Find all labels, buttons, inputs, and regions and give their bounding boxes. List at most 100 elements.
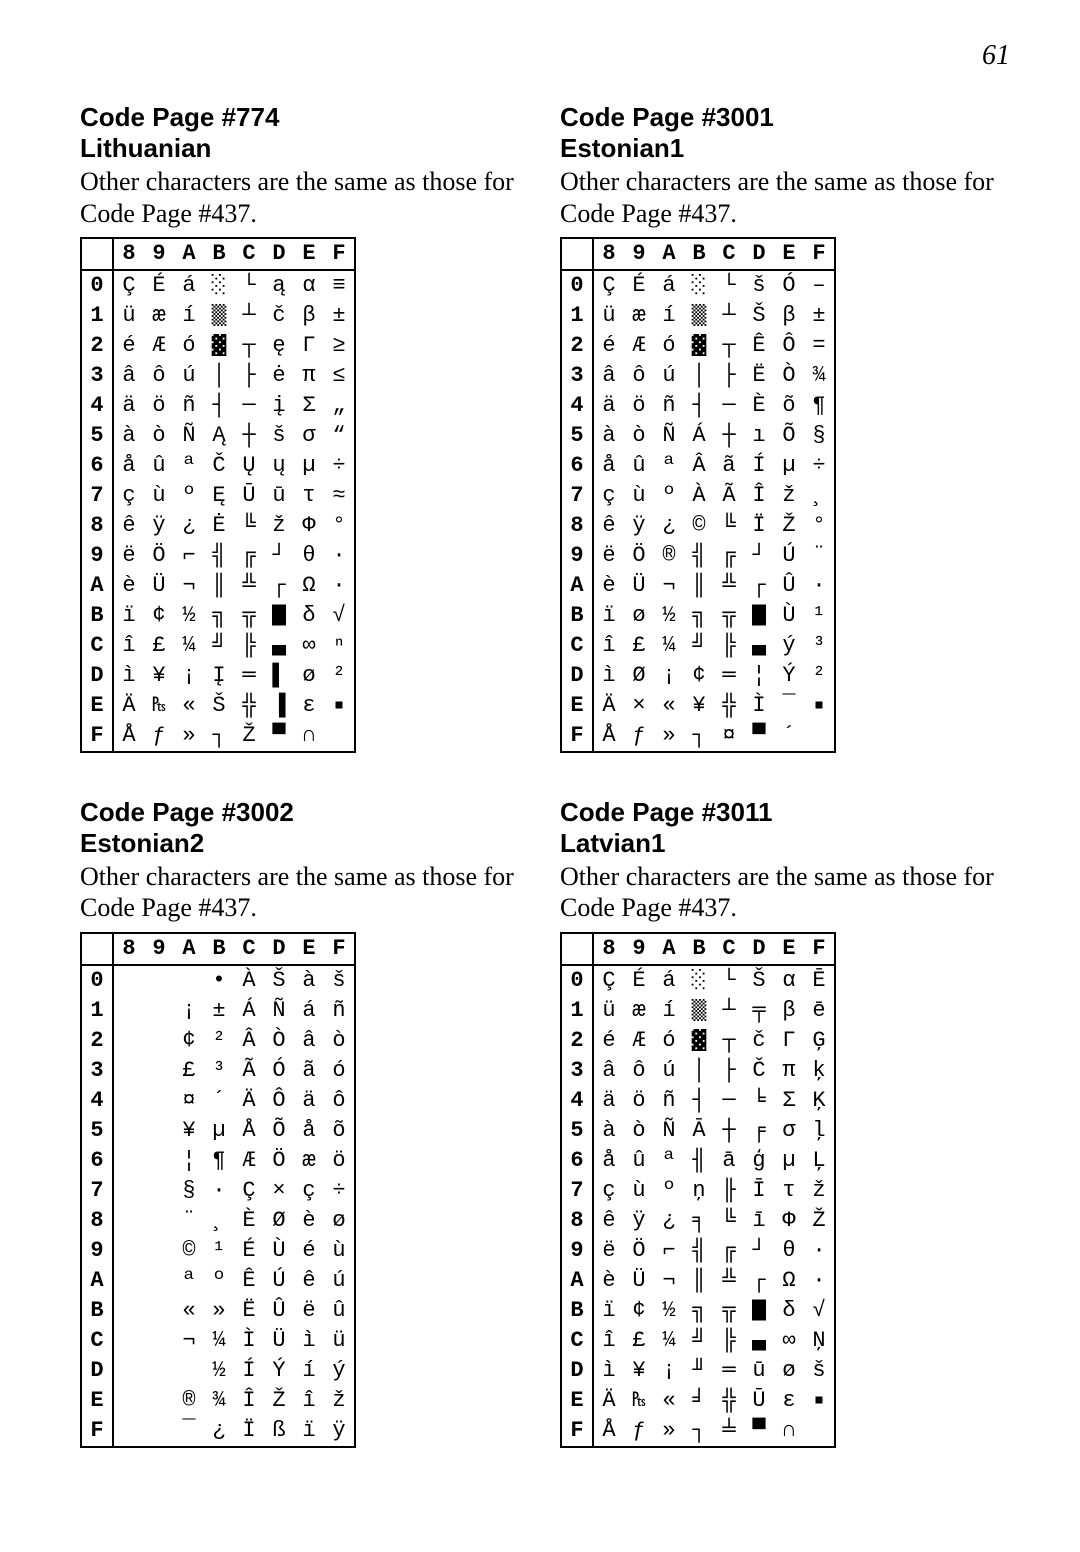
glyph-cell: ¾: [204, 1386, 234, 1416]
glyph-cell: ∞: [294, 631, 324, 661]
glyph-cell: [204, 301, 234, 331]
glyph-cell: ú: [654, 361, 684, 391]
glyph-cell: ä: [593, 391, 624, 421]
glyph-cell: ·: [804, 571, 835, 601]
glyph-cell: í: [654, 301, 684, 331]
row-header: 2: [561, 1026, 593, 1056]
glyph-cell: ¼: [174, 631, 204, 661]
glyph-cell: µ: [774, 1146, 804, 1176]
glyph-cell: Ū: [744, 1386, 774, 1416]
glyph-cell: Í: [234, 1356, 264, 1386]
glyph-cell: ø: [774, 1356, 804, 1386]
glyph-cell: ½: [654, 601, 684, 631]
glyph-cell: Ó: [774, 270, 804, 301]
glyph-cell: Ñ: [654, 1116, 684, 1146]
glyph-cell: ï: [593, 601, 624, 631]
glyph-cell: ┼: [714, 421, 744, 451]
glyph-cell: ┬: [714, 331, 744, 361]
row-header: 4: [561, 1086, 593, 1116]
glyph-cell: ─: [714, 1086, 744, 1116]
row-header: 2: [561, 331, 593, 361]
glyph-cell: ·: [324, 571, 355, 601]
glyph-cell: α: [294, 270, 324, 301]
glyph-cell: Ž: [774, 511, 804, 541]
glyph-cell: ©: [684, 511, 714, 541]
glyph-cell: ù: [324, 1236, 355, 1266]
glyph-cell: [113, 1296, 144, 1326]
glyph-cell: Č: [204, 451, 234, 481]
glyph-cell: ╦: [714, 601, 744, 631]
section-note-3011: Other characters are the same as those f…: [560, 861, 1000, 923]
glyph-cell: ö: [144, 391, 174, 421]
glyph-cell: ╔: [714, 1236, 744, 1266]
glyph-cell: ª: [654, 1146, 684, 1176]
glyph-cell: β: [774, 996, 804, 1026]
glyph-cell: ï: [294, 1416, 324, 1447]
col-header: A: [174, 238, 204, 270]
glyph-cell: Î: [234, 1386, 264, 1416]
glyph-cell: ┐: [684, 721, 714, 752]
glyph-cell: ─: [714, 391, 744, 421]
row-header: 7: [561, 481, 593, 511]
glyph-cell: ç: [593, 481, 624, 511]
glyph-cell: ü: [113, 301, 144, 331]
title-line1: Code Page #3001: [560, 102, 774, 132]
glyph-cell: è: [294, 1206, 324, 1236]
glyph-cell: [113, 1386, 144, 1416]
section-3011: Code Page #3011 Latvian1 Other character…: [560, 797, 1000, 1448]
row-header: 7: [561, 1176, 593, 1206]
glyph-cell: Ç: [593, 270, 624, 301]
glyph-cell: ε: [294, 691, 324, 721]
glyph-cell: Ē: [804, 965, 835, 996]
glyph-cell: ║: [684, 571, 714, 601]
glyph-cell: ¡: [654, 661, 684, 691]
glyph-cell: ¼: [654, 1326, 684, 1356]
glyph-cell: ╝: [684, 1326, 714, 1356]
glyph-cell: ¾: [804, 361, 835, 391]
glyph-cell: ¡: [174, 661, 204, 691]
glyph-cell: [113, 1176, 144, 1206]
glyph-cell: î: [593, 1326, 624, 1356]
glyph-cell: É: [624, 270, 654, 301]
glyph-cell: ∩: [774, 1416, 804, 1447]
row-header: 5: [561, 421, 593, 451]
glyph-cell: └: [714, 270, 744, 301]
glyph-cell: [113, 1146, 144, 1176]
section-note-3001: Other characters are the same as those f…: [560, 166, 1000, 228]
glyph-cell: ╢: [684, 1146, 714, 1176]
glyph-cell: ū: [744, 1356, 774, 1386]
glyph-cell: ó: [654, 1026, 684, 1056]
section-note-774: Other characters are the same as those f…: [80, 166, 520, 228]
glyph-cell: Å: [113, 721, 144, 752]
row-header: A: [561, 1266, 593, 1296]
row-header: B: [81, 601, 113, 631]
glyph-cell: ╗: [684, 601, 714, 631]
glyph-cell: Ä: [113, 691, 144, 721]
glyph-cell: ç: [593, 1176, 624, 1206]
glyph-cell: ´: [204, 1086, 234, 1116]
glyph-cell: è: [593, 571, 624, 601]
glyph-cell: ì: [113, 661, 144, 691]
glyph-cell: «: [174, 1296, 204, 1326]
row-header: C: [81, 1326, 113, 1356]
glyph-cell: ½: [654, 1296, 684, 1326]
row-header: 6: [81, 451, 113, 481]
glyph-cell: À: [234, 965, 264, 996]
glyph-cell: Ô: [774, 331, 804, 361]
glyph-cell: Î: [744, 481, 774, 511]
glyph-cell: Ļ: [804, 1146, 835, 1176]
glyph-cell: »: [654, 1416, 684, 1447]
glyph-cell: ÿ: [624, 511, 654, 541]
glyph-cell: τ: [774, 1176, 804, 1206]
glyph-cell: ┘: [744, 541, 774, 571]
glyph-cell: £: [624, 1326, 654, 1356]
glyph-cell: Û: [774, 571, 804, 601]
row-header: 0: [81, 965, 113, 996]
glyph-cell: Ë: [744, 361, 774, 391]
table-corner: [561, 933, 593, 965]
col-header: D: [264, 933, 294, 965]
col-header: C: [714, 238, 744, 270]
glyph-cell: ü: [593, 996, 624, 1026]
glyph-cell: č: [264, 301, 294, 331]
glyph-cell: ╚: [714, 1206, 744, 1236]
